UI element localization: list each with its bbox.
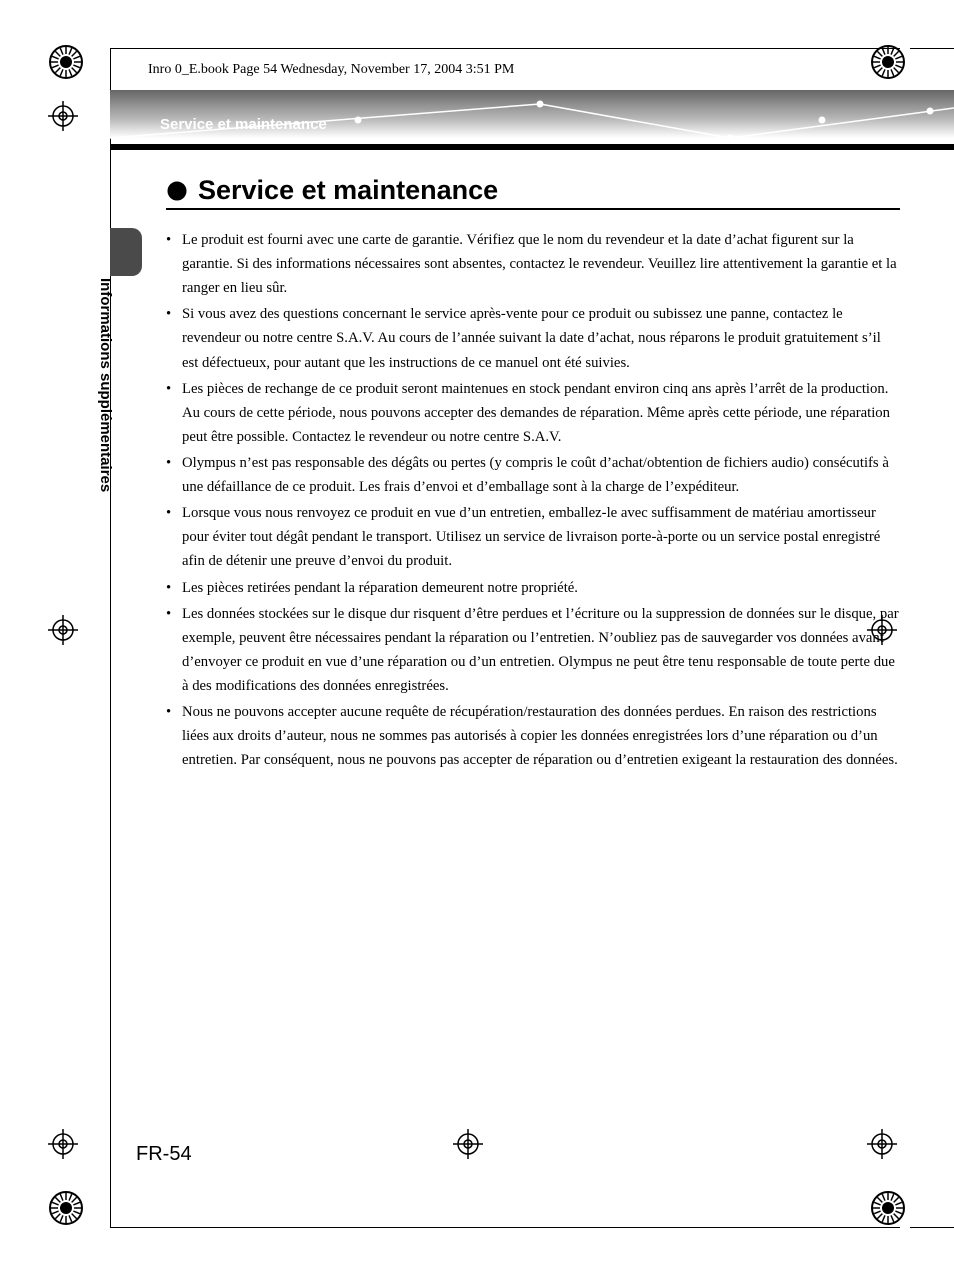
title-bullet-icon — [166, 180, 188, 202]
crop-frame-right — [910, 48, 954, 1228]
header-band: Service et maintenance — [110, 90, 954, 152]
page-number: FR-54 — [136, 1143, 192, 1166]
title-rule — [166, 208, 900, 210]
registration-mark-icon — [48, 615, 78, 645]
band-black-bar — [110, 144, 954, 150]
band-label: Service et maintenance — [160, 116, 327, 133]
registration-mark-icon — [867, 1129, 897, 1159]
file-header-line: Inro 0_E.book Page 54 Wednesday, Novembe… — [148, 62, 514, 78]
list-item: Olympus n’est pas responsable des dégâts… — [166, 451, 900, 499]
rosette-icon — [48, 44, 84, 80]
list-item: Nous ne pouvons accepter aucune requête … — [166, 700, 900, 772]
registration-mark-icon — [48, 101, 78, 131]
list-item: Si vous avez des questions concernant le… — [166, 302, 900, 374]
list-item: Lorsque vous nous renvoyez ce produit en… — [166, 501, 900, 573]
list-item: Le produit est fourni avec une carte de … — [166, 228, 900, 300]
list-item: Les données stockées sur le disque dur r… — [166, 602, 900, 698]
rosette-icon — [870, 44, 906, 80]
title-row: Service et maintenance — [166, 175, 498, 206]
bullet-list: Le produit est fourni avec une carte de … — [166, 228, 900, 772]
side-label: Informations supplémentaires — [97, 278, 114, 528]
content: Le produit est fourni avec une carte de … — [166, 228, 900, 774]
side-tab — [110, 228, 142, 276]
rosette-icon — [48, 1190, 84, 1226]
rosette-icon — [870, 1190, 906, 1226]
page-title: Service et maintenance — [198, 175, 498, 206]
list-item: Les pièces de rechange de ce produit ser… — [166, 377, 900, 449]
list-item: Les pièces retirées pendant la réparatio… — [166, 576, 900, 600]
registration-mark-icon — [48, 1129, 78, 1159]
registration-mark-icon — [453, 1129, 483, 1159]
